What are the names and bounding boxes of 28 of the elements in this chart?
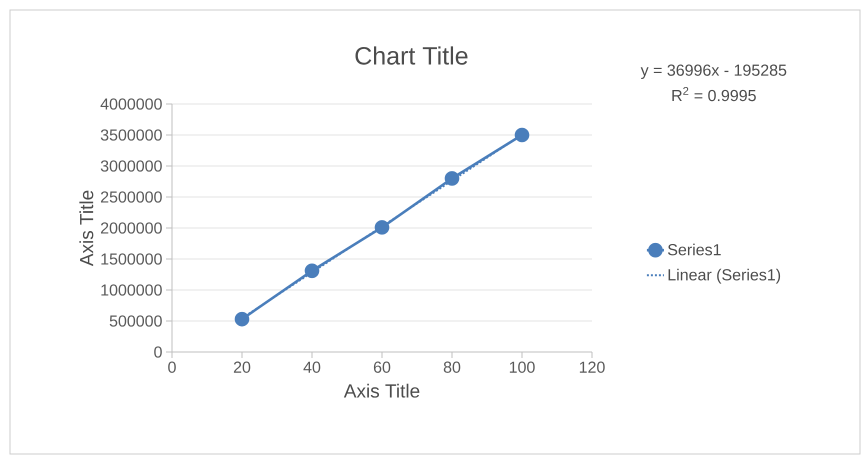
point: [234, 312, 250, 326]
y-tick-label: 3500000: [100, 129, 162, 141]
y-axis-title: Axis Title: [79, 190, 94, 266]
y-tick-label: 0: [154, 346, 162, 358]
x-tick-label: 0: [168, 362, 176, 373]
point: [514, 128, 530, 142]
y-tick-label: 2500000: [100, 191, 162, 203]
legend-label: Series1: [668, 244, 721, 256]
y-tick-label: 1500000: [101, 253, 162, 265]
x-tick-label: 100: [510, 362, 535, 373]
x-tick-label: 20: [234, 362, 250, 373]
x-tick-label: 80: [444, 362, 460, 373]
y-tick-label: 1000000: [101, 284, 162, 296]
x-tick-label: 40: [303, 362, 320, 373]
point: [304, 263, 320, 278]
y-tick-label: 500000: [110, 315, 162, 327]
point: [374, 220, 390, 235]
point: [444, 171, 460, 186]
x-tick-label: 120: [580, 362, 605, 373]
x-tick-label: 60: [374, 362, 390, 373]
x-axis-title: Axis Title: [344, 384, 420, 398]
text: R$^{2}$ = 0.9995: [672, 86, 756, 102]
text: y = 36996x - 195285: [640, 64, 786, 80]
legend-label: Linear (Series1): [668, 268, 780, 284]
chart-title: Chart Title: [355, 46, 468, 65]
y-tick-label: 4000000: [100, 98, 162, 110]
y-tick-label: 2000000: [100, 222, 162, 234]
y-tick-label: 3000000: [100, 160, 162, 172]
